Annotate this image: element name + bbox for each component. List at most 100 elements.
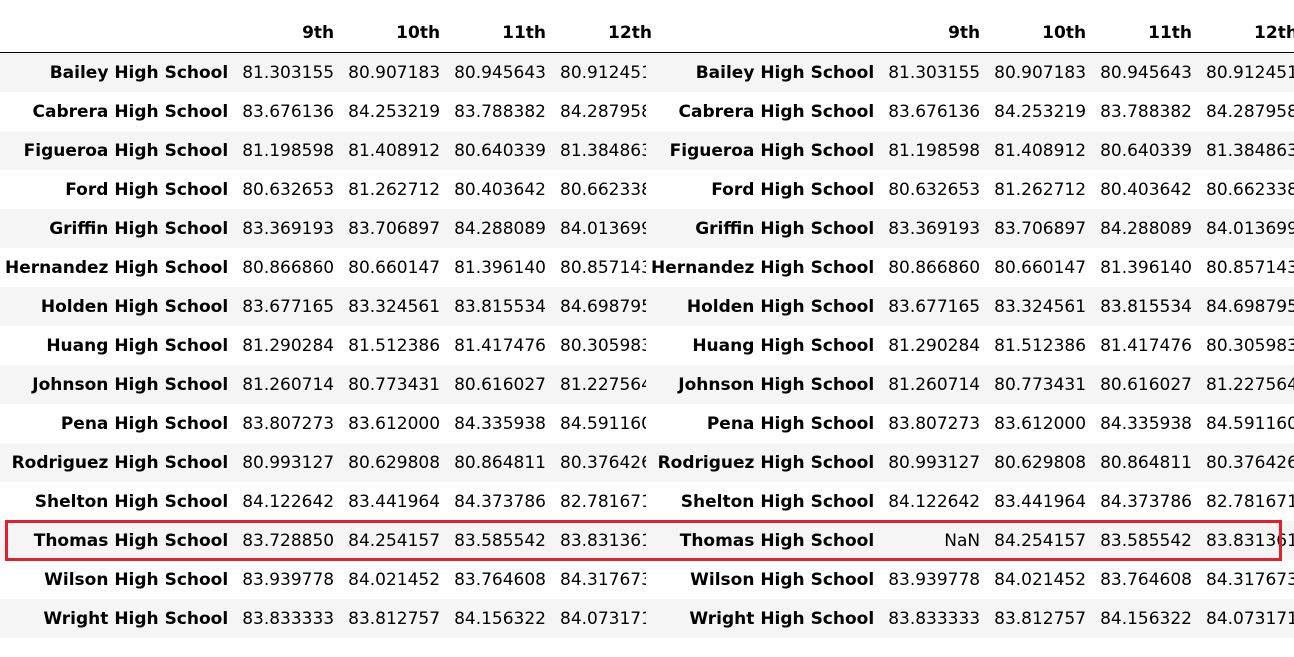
score-cell: 84.156322 xyxy=(454,608,546,629)
score-cell: 80.907183 xyxy=(994,62,1087,83)
table-row: Rodriguez High School 80.993127 80.629808 8… xyxy=(646,443,1294,482)
score-cell: 80.773431 xyxy=(994,374,1087,395)
score-cell: 81.227564 xyxy=(560,374,652,395)
score-cell: 84.698795 xyxy=(560,296,652,317)
index-header xyxy=(646,14,884,53)
score-cell: 84.122642 xyxy=(888,491,981,512)
row-index-school-name: Thomas High School xyxy=(33,530,229,551)
score-cell: 84.073171 xyxy=(1206,608,1294,629)
score-cell: 84.317673 xyxy=(1206,569,1294,590)
score-cell: 83.585542 xyxy=(1100,530,1192,551)
left-table-body: Bailey High School 81.303155 80.907183 80.9… xyxy=(0,52,661,638)
row-index-school-name: Thomas High School xyxy=(679,530,875,551)
table-row: Wright High School 83.833333 83.812757 84.1… xyxy=(646,599,1294,638)
score-cell: 84.288089 xyxy=(1100,218,1192,239)
row-index-school-name: Bailey High School xyxy=(49,62,229,83)
score-cell: 84.591160 xyxy=(1206,413,1294,434)
table-row: Griffin High School 83.369193 83.706897 84.… xyxy=(646,209,1294,248)
score-cell: 80.616027 xyxy=(454,374,546,395)
score-cell: 81.290284 xyxy=(888,335,981,356)
table-row: Ford High School 80.632653 81.262712 80.403… xyxy=(0,170,661,209)
row-index-school-name: Figueroa High School xyxy=(23,140,229,161)
row-index-school-name: Shelton High School xyxy=(680,491,875,512)
score-cell: 81.384863 xyxy=(560,140,652,161)
table-row: Pena High School 83.807273 83.612000 84.335… xyxy=(646,404,1294,443)
score-cell: 84.253219 xyxy=(994,101,1087,122)
score-cell: 84.013699 xyxy=(1206,218,1294,239)
score-cell: 83.676136 xyxy=(242,101,335,122)
score-cell: 84.021452 xyxy=(994,569,1087,590)
score-cell: 84.156322 xyxy=(1100,608,1192,629)
row-index-school-name: Rodriguez High School xyxy=(657,452,875,473)
score-cell: 81.408912 xyxy=(348,140,441,161)
row-index-school-name: Johnson High School xyxy=(678,374,875,395)
row-index-school-name: Pena High School xyxy=(60,413,229,434)
row-index-school-name: Cabrera High School xyxy=(678,101,875,122)
table-row: Shelton High School 84.122642 83.441964 84.… xyxy=(646,482,1294,521)
score-cell: 81.303155 xyxy=(242,62,335,83)
row-index-school-name: Hernandez High School xyxy=(651,257,875,278)
score-cell: 81.417476 xyxy=(454,335,546,356)
score-cell: 81.417476 xyxy=(1100,335,1192,356)
score-cell: 83.612000 xyxy=(348,413,441,434)
row-index-school-name: Huang High School xyxy=(46,335,229,356)
score-cell: 80.773431 xyxy=(348,374,441,395)
score-cell: 80.662338 xyxy=(1206,179,1294,200)
score-cell: 81.512386 xyxy=(994,335,1087,356)
score-cell: 83.812757 xyxy=(348,608,441,629)
score-cell: 80.640339 xyxy=(454,140,546,161)
score-cell: 81.384863 xyxy=(1206,140,1294,161)
table-row: Wright High School 83.833333 83.812757 84.1… xyxy=(0,599,661,638)
score-cell: 80.376426 xyxy=(1206,452,1294,473)
score-cell: 83.831361 xyxy=(1206,530,1294,551)
left-dataframe-table: 9th 10th 11th 12th Bailey High School 81.… xyxy=(0,14,661,638)
table-row: Bailey High School 81.303155 80.907183 80.9… xyxy=(646,52,1294,92)
table-row: Shelton High School 84.122642 83.441964 84.… xyxy=(0,482,661,521)
score-cell: 81.260714 xyxy=(888,374,981,395)
score-cell: 84.317673 xyxy=(560,569,652,590)
score-cell: 80.662338 xyxy=(560,179,652,200)
column-header-9th: 9th xyxy=(237,14,344,53)
column-header-9th: 9th xyxy=(883,14,990,53)
row-index-school-name: Hernandez High School xyxy=(5,257,229,278)
column-header-12th: 12th xyxy=(1201,14,1294,53)
score-cell: 80.866860 xyxy=(888,257,981,278)
score-cell: NaN xyxy=(944,530,981,551)
row-index-school-name: Griffin High School xyxy=(695,218,875,239)
score-cell: 80.866860 xyxy=(242,257,335,278)
score-cell: 83.833333 xyxy=(242,608,335,629)
table-row: Cabrera High School 83.676136 84.253219 83.… xyxy=(0,92,661,131)
score-cell: 80.640339 xyxy=(1100,140,1192,161)
score-cell: 84.254157 xyxy=(994,530,1087,551)
score-cell: 84.288089 xyxy=(454,218,546,239)
row-index-school-name: Rodriguez High School xyxy=(11,452,229,473)
score-cell: 84.373786 xyxy=(1100,491,1192,512)
score-cell: 83.788382 xyxy=(454,101,546,122)
score-cell: 84.335938 xyxy=(454,413,546,434)
right-dataframe-table: 9th 10th 11th 12th Bailey High School 81.… xyxy=(646,14,1294,638)
score-cell: 83.676136 xyxy=(888,101,981,122)
column-header-11th: 11th xyxy=(1095,14,1201,53)
score-cell: 83.815534 xyxy=(1100,296,1192,317)
score-cell: 83.807273 xyxy=(888,413,981,434)
row-index-school-name: Shelton High School xyxy=(34,491,229,512)
score-cell: 81.396140 xyxy=(1100,257,1192,278)
score-cell: 80.993127 xyxy=(242,452,335,473)
table-row: Ford High School 80.632653 81.262712 80.403… xyxy=(646,170,1294,209)
score-cell: 83.441964 xyxy=(348,491,441,512)
score-cell: 83.831361 xyxy=(560,530,652,551)
score-cell: 83.807273 xyxy=(242,413,335,434)
table-row: Griffin High School 83.369193 83.706897 84.… xyxy=(0,209,661,248)
table-row: Hernandez High School 80.866860 80.660147 8… xyxy=(646,248,1294,287)
score-cell: 84.073171 xyxy=(560,608,652,629)
score-cell: 80.632653 xyxy=(242,179,335,200)
score-cell: 83.369193 xyxy=(242,218,335,239)
score-cell: 80.403642 xyxy=(1100,179,1192,200)
row-index-school-name: Ford High School xyxy=(65,179,229,200)
table-row: Rodriguez High School 80.993127 80.629808 8… xyxy=(0,443,661,482)
score-cell: 80.616027 xyxy=(1100,374,1192,395)
score-cell: 83.706897 xyxy=(994,218,1087,239)
score-cell: 81.290284 xyxy=(242,335,335,356)
column-header-10th: 10th xyxy=(989,14,1096,53)
header-row: 9th 10th 11th 12th xyxy=(0,14,661,53)
